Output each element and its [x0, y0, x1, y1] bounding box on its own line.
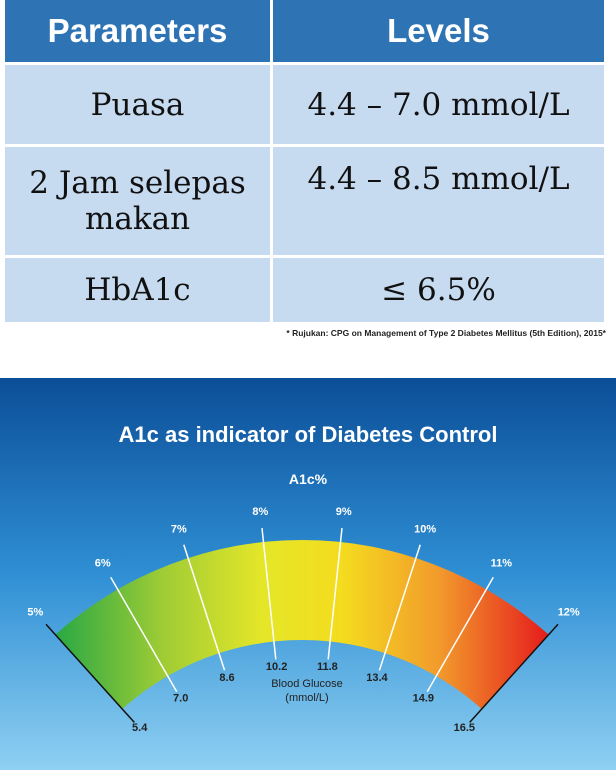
gauge-panel: A1c as indicator of Diabetes Control A1c…: [0, 378, 616, 770]
tick-line: [378, 544, 421, 671]
glucose-label: Blood Glucose: [271, 678, 343, 690]
glucose-value: 13.4: [366, 672, 388, 684]
cell: Puasa: [5, 65, 270, 144]
header-cell: Parameters: [5, 0, 270, 62]
a1c-label: 8%: [252, 506, 268, 518]
glucose-value: 11.8: [317, 661, 338, 673]
table: Parameters Levels Puasa 4.4 – 7.0 mmol/L 2…: [2, 0, 607, 325]
a1c-label: 10%: [414, 523, 436, 535]
cell: HbA1c: [5, 258, 270, 322]
tick-line: [183, 544, 226, 671]
gauge-unit: A1c%: [289, 471, 328, 487]
tick-line: [261, 528, 277, 660]
gauge-title: A1c as indicator of Diabetes Control: [119, 422, 498, 447]
cell: 4.4 – 8.5 mmol/L: [273, 147, 604, 255]
tick-line: [327, 528, 343, 660]
a1c-label: 11%: [491, 557, 513, 569]
glucose-value: 16.5: [454, 722, 475, 734]
gauge-band: [55, 540, 549, 709]
glucose-value: 5.4: [132, 722, 148, 734]
tick-line: [45, 623, 135, 723]
tick-line: [110, 576, 178, 692]
a1c-label: 5%: [27, 606, 43, 618]
cell: ≤ 6.5%: [273, 258, 604, 322]
a1c-label: 9%: [336, 506, 352, 518]
glucose-value: 14.9: [413, 692, 434, 704]
a1c-label: 7%: [171, 523, 187, 535]
cell: 2 Jam selepas makan: [5, 147, 270, 255]
tick-line: [426, 576, 494, 692]
glucose-value: 10.2: [266, 661, 287, 673]
cell: 4.4 – 7.0 mmol/L: [273, 65, 604, 144]
header-cell: Levels: [273, 0, 604, 62]
glucose-value: 7.0: [173, 692, 188, 704]
glucose-value: 8.6: [219, 672, 234, 684]
a1c-label: 12%: [558, 606, 580, 618]
tick-line: [469, 623, 559, 723]
footnote: * Rujukan: CPG on Management of Type 2 D…: [286, 328, 606, 338]
a1c-label: 6%: [95, 557, 111, 569]
glucose-label: (mmol/L): [285, 692, 328, 704]
